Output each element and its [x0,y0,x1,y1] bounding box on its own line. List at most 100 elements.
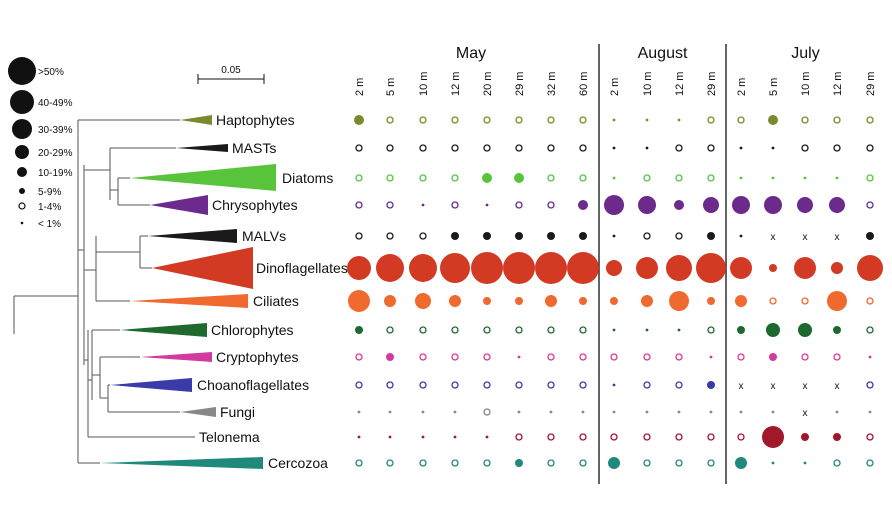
bubble-malvs [386,232,394,240]
bubble-cercozoa [707,459,715,467]
bubble-telonema [579,433,587,441]
bubble-haptophytes [768,115,778,125]
bubble-fungi [677,410,681,414]
bubble-haptophytes [547,116,555,124]
depth-label: 60 m [578,72,590,96]
group-header-august: August [638,45,688,62]
taxon-label-malvs: MALVs [242,228,286,244]
taxon-label-chlorophytes: Chlorophytes [211,322,294,338]
bubble-chlorophytes [645,328,649,332]
bubble-chrysophytes [829,197,845,213]
bubble-cercozoa [608,457,620,469]
bubble-dinoflagellates [440,253,470,283]
bubble-choanoflagellates: x [835,381,840,392]
bubble-diatoms [547,174,555,182]
scale-bar-label: 0.05 [221,65,241,76]
bubble-choanoflagellates [612,383,616,387]
legend-label: 40-49% [38,98,73,109]
bubble-ciliates [348,290,370,312]
group-dividers [598,44,727,484]
bubble-dinoflagellates [347,256,371,280]
bubble-diatoms [643,174,651,182]
bubble-malvs: x [771,232,776,243]
depth-label: 12 m [674,72,686,96]
depth-label: 20 m [482,72,494,96]
bubble-ciliates [669,291,689,311]
bubble-chrysophytes [604,195,624,215]
bubble-cryptophytes [737,353,745,361]
bubble-diatoms [866,174,874,182]
bubble-choanoflagellates [675,381,683,389]
depth-label: 2 m [354,78,366,96]
depth-label: 2 m [736,78,748,96]
bubble-cercozoa [547,459,555,467]
bubble-chrysophytes [797,197,813,213]
bubble-choanoflagellates: x [739,381,744,392]
bubble-cryptophytes [517,355,521,359]
taxon-label-haptophytes: Haptophytes [216,112,295,128]
clade-triangle-chlorophytes [120,323,207,337]
bubble-haptophytes [451,116,459,124]
bubble-ciliates [735,295,747,307]
legend-marker [12,119,32,139]
bubble-telonema [643,433,651,441]
depth-headers: 2 m 5 m 10 m 12 m 20 m 29 m 32 m 60 m 2 m 10 m 12 … [354,72,877,96]
bubble-haptophytes [833,116,841,124]
bubble-cryptophytes [451,353,459,361]
bubble-fungi [357,410,361,414]
bubble-ciliates [610,297,618,305]
bubble-dinoflagellates [831,262,843,274]
bubble-fungi [739,410,743,414]
bubble-diatoms [482,173,492,183]
bubble-choanoflagellates [483,381,491,389]
bubble-diatoms [707,174,715,182]
bubble-haptophytes [866,116,874,124]
bubble-ciliates [707,297,715,305]
taxon-label-dinoflagellates: Dinoflagellates [256,260,348,276]
bubble-choanoflagellates [419,381,427,389]
bubble-dinoflagellates [769,264,777,272]
bubble-dinoflagellates [567,252,599,284]
bubble-malvs [483,232,491,240]
bubble-cryptophytes [610,353,618,361]
phylogenetic-tree [13,119,195,464]
bubble-telonema [833,433,841,441]
bubble-grid: x x x x x x x x [347,115,883,469]
bubble-chlorophytes [707,326,715,334]
bubble-chlorophytes [483,326,491,334]
bubble-fungi [421,410,425,414]
bubble-haptophytes [612,118,616,122]
taxon-label-fungi: Fungi [220,404,255,420]
taxon-labels: Haptophytes MASTs Diatoms Chrysophytes M… [197,112,348,471]
bubble-dinoflagellates [376,254,404,282]
depth-label: 5 m [385,78,397,96]
bubble-masts [515,144,523,152]
bubble-cercozoa [803,461,807,465]
bubble-malvs: x [835,232,840,243]
bubble-fungi [835,410,839,414]
bubble-dinoflagellates [503,252,535,284]
bubble-haptophytes [354,115,364,125]
clade-triangle-choanoflagellates [110,378,192,392]
bubble-cryptophytes [801,353,809,361]
bubble-ciliates [641,295,653,307]
bubble-ciliates [515,297,523,305]
bubble-fungi [868,410,872,414]
bubble-cryptophytes [643,353,651,361]
bubble-malvs [515,232,523,240]
bubble-malvs [451,232,459,240]
bubble-chrysophytes [866,201,874,209]
bubble-telonema [737,433,745,441]
bubble-ciliates [545,295,557,307]
bubble-diatoms [675,174,683,182]
bubble-diatoms [514,173,524,183]
bubble-chlorophytes [451,326,459,334]
bubble-masts [419,144,427,152]
taxon-label-telonema: Telonema [199,429,260,445]
legend-label: >50% [38,67,64,78]
bubble-fungi [549,410,553,414]
bubble-chlorophytes [355,326,363,334]
bubble-chrysophytes [764,196,782,214]
bubble-diatoms [771,176,775,180]
depth-label: 12 m [832,72,844,96]
